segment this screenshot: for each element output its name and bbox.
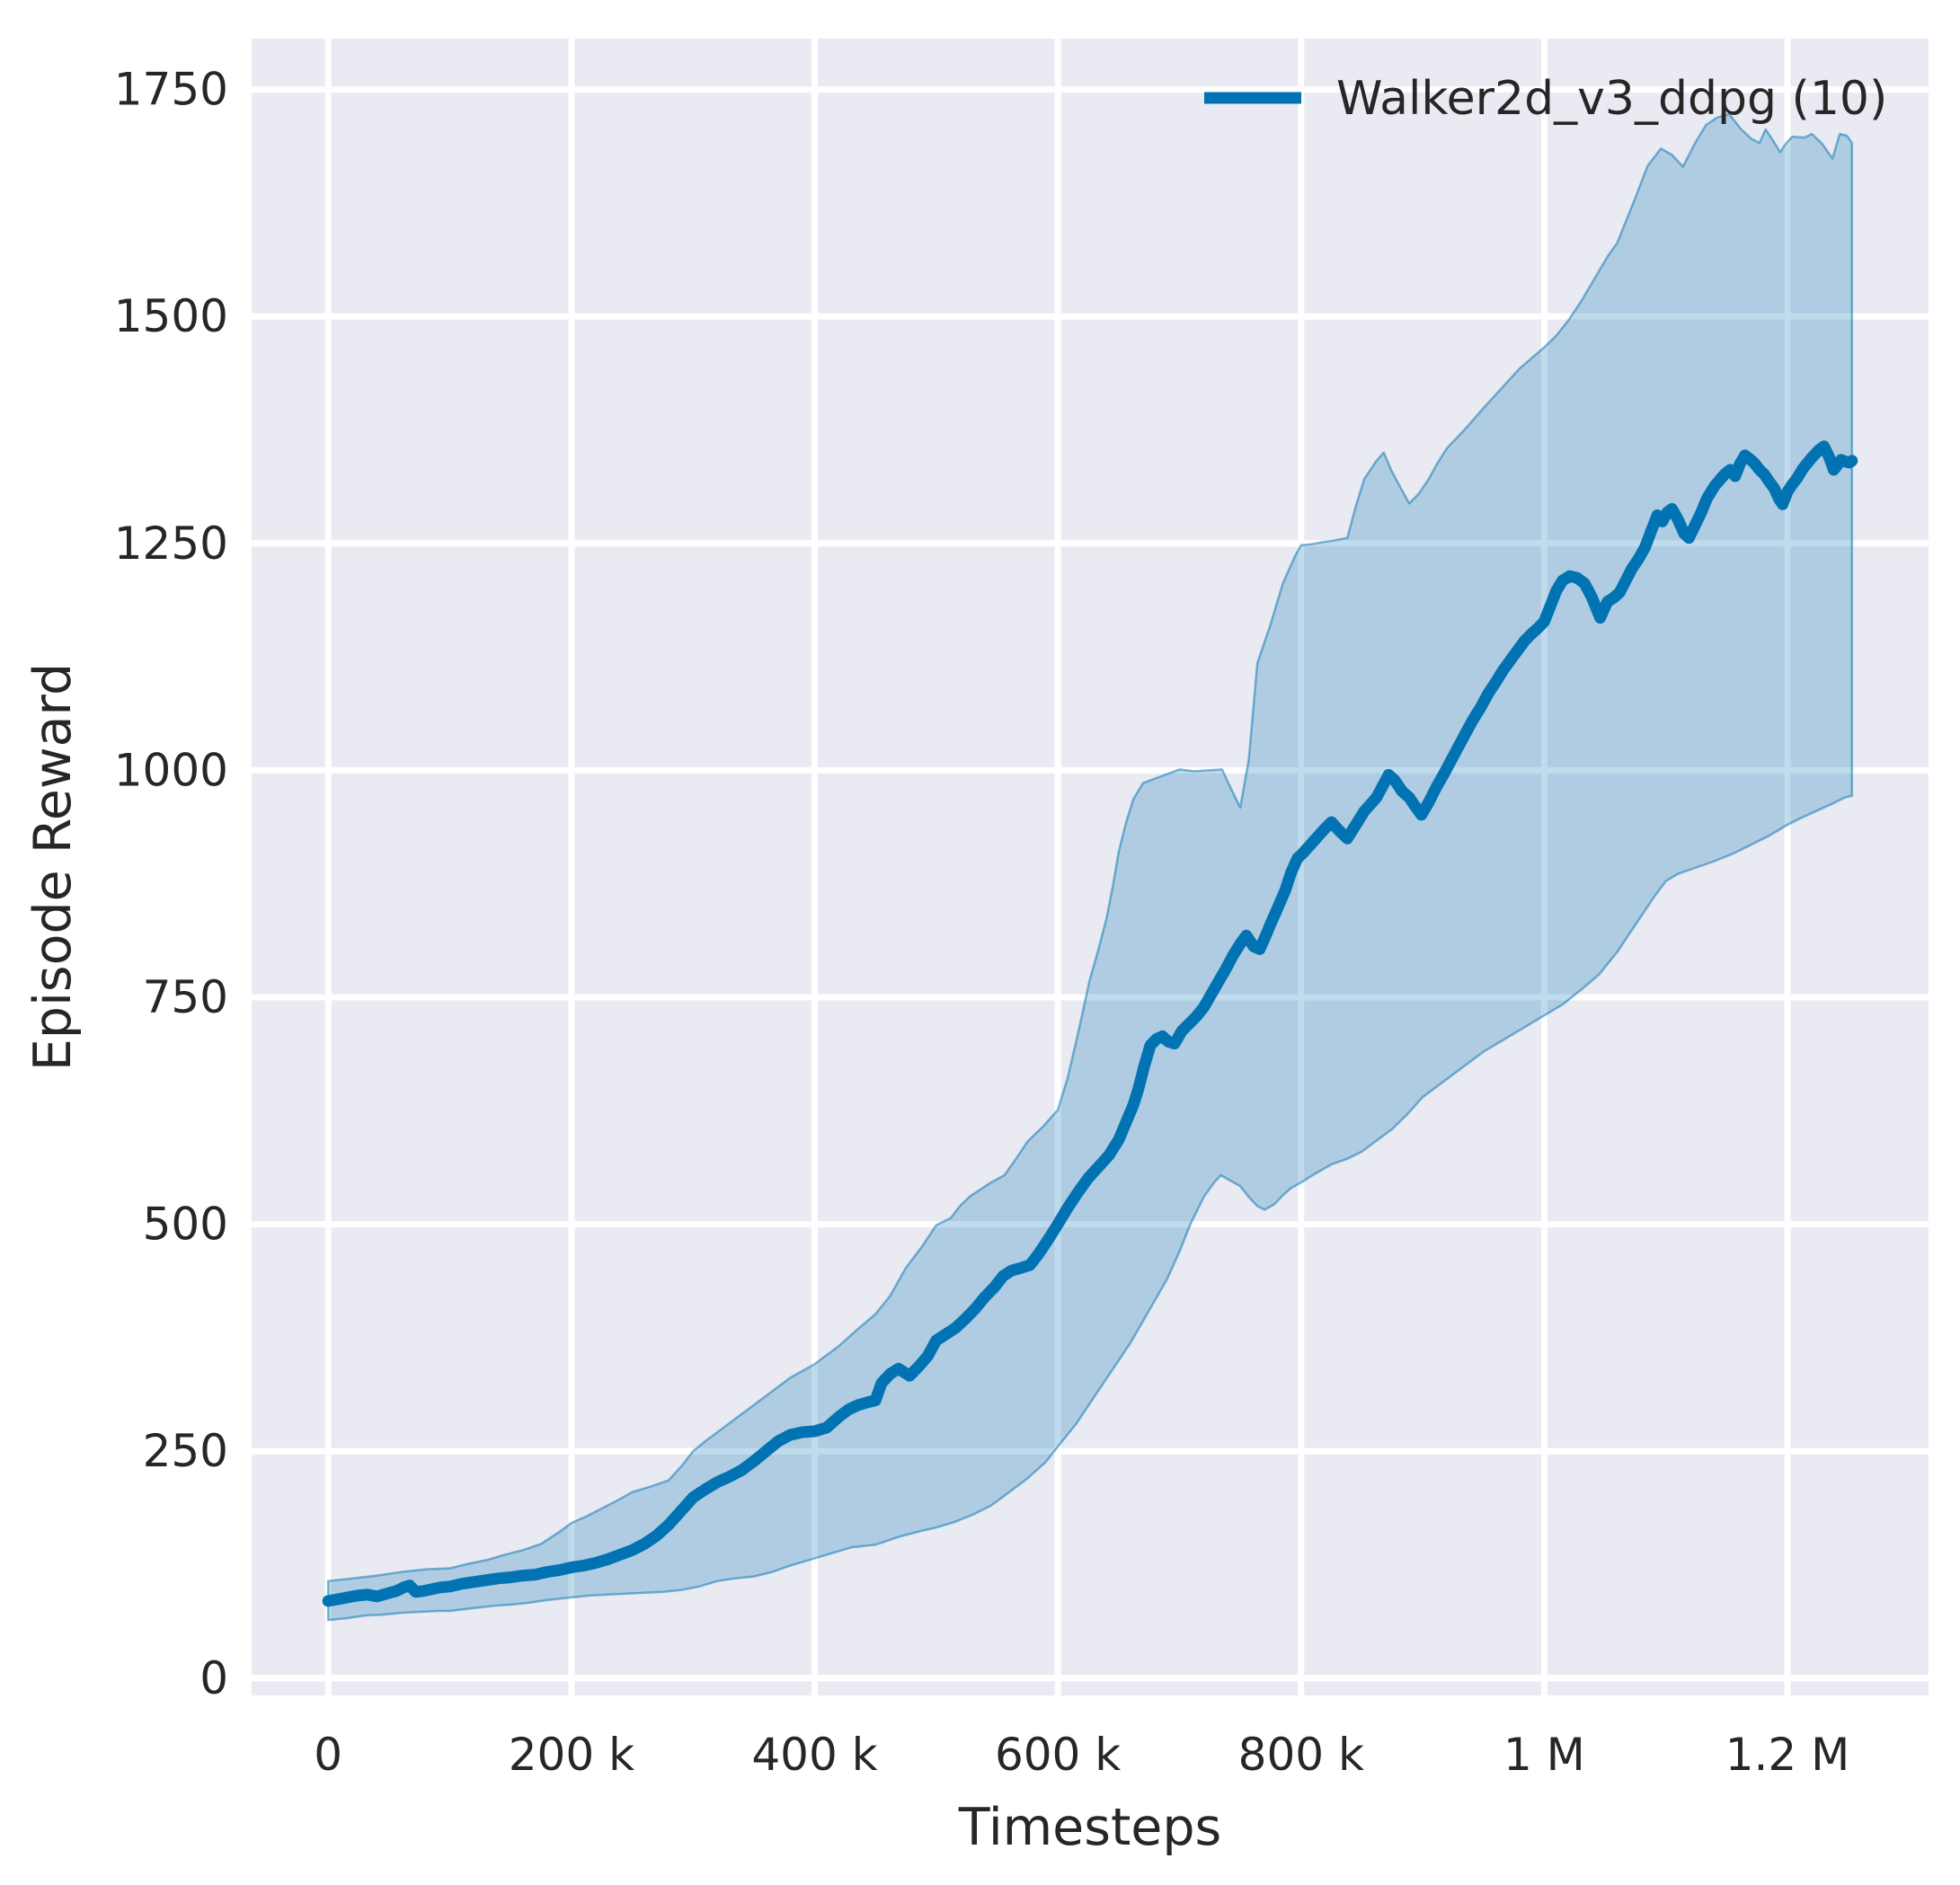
x-axis-label: Timesteps bbox=[958, 1798, 1222, 1857]
y-axis-label: Episode Reward bbox=[23, 663, 83, 1071]
legend: Walker2d_v3_ddpg (10) bbox=[1204, 72, 1887, 126]
mean-line-path bbox=[322, 440, 1858, 1607]
grid-lines bbox=[252, 39, 1929, 1695]
y-tick-label: 1250 bbox=[114, 518, 228, 570]
y-tick-label: 750 bbox=[143, 971, 228, 1023]
x-tick-labels: 0 200 k 400 k 600 k 800 k 1 M 1.2 M bbox=[314, 1729, 1849, 1781]
x-tick-label: 600 k bbox=[995, 1729, 1121, 1781]
legend-label: Walker2d_v3_ddpg (10) bbox=[1336, 72, 1887, 126]
y-tick-label: 1500 bbox=[114, 290, 228, 342]
band-area bbox=[326, 112, 1854, 1622]
y-tick-label: 500 bbox=[143, 1199, 228, 1251]
confidence-band bbox=[326, 112, 1854, 1622]
y-tick-labels: 0 250 500 750 1000 1250 1500 1750 bbox=[114, 64, 228, 1704]
mean-line bbox=[322, 440, 1858, 1607]
x-tick-label: 1 M bbox=[1503, 1729, 1585, 1781]
y-tick-label: 1000 bbox=[114, 744, 228, 796]
x-tick-label: 1.2 M bbox=[1725, 1729, 1850, 1781]
y-tick-label: 250 bbox=[143, 1425, 228, 1477]
x-tick-label: 800 k bbox=[1238, 1729, 1364, 1781]
x-tick-label: 0 bbox=[314, 1729, 342, 1781]
y-tick-label: 0 bbox=[200, 1652, 228, 1704]
x-tick-label: 200 k bbox=[509, 1729, 634, 1781]
x-tick-label: 400 k bbox=[751, 1729, 877, 1781]
y-tick-label: 1750 bbox=[114, 64, 228, 116]
